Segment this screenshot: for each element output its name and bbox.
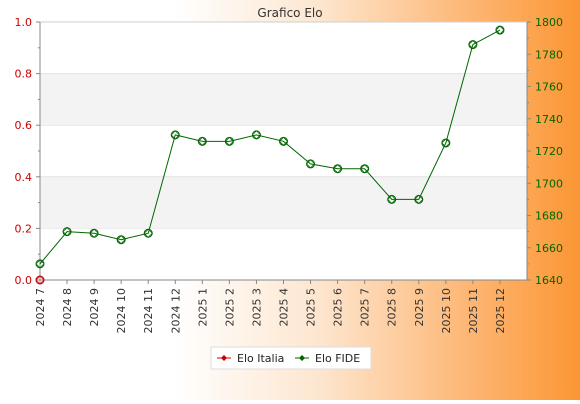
x-tick-label: 2025 6 [332, 288, 345, 327]
x-tick-label: 2024 12 [169, 288, 182, 334]
right-tick-label: 1800 [535, 16, 563, 29]
right-y-axis: 1640 1660 1680 1700 1720 1740 1760 1780 1800 [526, 16, 563, 287]
left-tick-label: 0.6 [15, 119, 33, 132]
data-point-diamond [333, 164, 343, 174]
data-point-diamond [414, 194, 424, 204]
x-tick-label: 2024 10 [115, 288, 128, 334]
data-point-diamond [170, 130, 180, 140]
left-tick-label: 0.0 [15, 274, 33, 287]
right-tick-label: 1780 [535, 48, 563, 61]
plot-background [40, 22, 527, 280]
x-tick-label: 2024 7 [34, 288, 47, 327]
x-tick-label: 2025 8 [386, 288, 399, 327]
right-tick-label: 1700 [535, 177, 563, 190]
series-layer [35, 25, 505, 285]
legend-box [210, 346, 372, 370]
data-point-diamond [387, 194, 397, 204]
series-line-1 [39, 29, 501, 265]
x-tick-label: 2025 7 [359, 288, 372, 327]
left-tick-label: 0.4 [15, 171, 33, 184]
chart-title: Grafico Elo [257, 6, 322, 20]
x-tick-label: 2025 2 [223, 288, 236, 327]
data-point-diamond [143, 228, 153, 238]
data-point-diamond [495, 25, 505, 35]
x-tick-label: 2025 5 [305, 288, 318, 327]
data-point-diamond [197, 136, 207, 146]
data-point-diamond [35, 275, 45, 285]
x-tick-label: 2025 11 [467, 288, 480, 334]
right-tick-label: 1760 [535, 81, 563, 94]
left-tick-label: 0.8 [15, 68, 33, 81]
right-tick-label: 1680 [535, 210, 563, 223]
plot-area [39, 21, 528, 281]
left-tick-label: 1.0 [15, 16, 33, 29]
left-tick-label: 0.2 [15, 222, 33, 235]
legend: Elo Italia Elo FIDE [210, 346, 372, 370]
left-y-axis: 0.0 0.2 0.4 0.6 0.8 1.0 [15, 16, 41, 287]
x-tick-label: 2025 9 [413, 288, 426, 327]
right-tick-label: 1640 [535, 274, 563, 287]
data-point-diamond [35, 259, 45, 269]
x-tick-label: 2024 9 [88, 288, 101, 327]
data-point-diamond [224, 136, 234, 146]
right-tick-label: 1660 [535, 242, 563, 255]
x-tick-label: 2024 11 [142, 288, 155, 334]
data-point-diamond [468, 40, 478, 50]
x-tick-label: 2025 12 [494, 288, 507, 334]
data-point-diamond [89, 228, 99, 238]
x-axis: 2024 7 2024 8 2024 9 2024 10 2024 11 2024 12 2… [34, 279, 527, 334]
x-tick-label: 2025 10 [440, 288, 453, 334]
x-tick-label: 2025 3 [250, 288, 263, 327]
legend-swatch-marker [221, 355, 227, 361]
right-tick-label: 1740 [535, 113, 563, 126]
data-point-diamond [278, 136, 289, 146]
x-tick-label: 2025 1 [196, 288, 209, 327]
data-point-diamond [441, 138, 451, 148]
data-point-diamond [360, 164, 370, 174]
data-point-diamond [116, 235, 126, 245]
legend-label: Elo FIDE [315, 352, 360, 365]
data-point-diamond [305, 159, 316, 169]
data-point-diamond [62, 227, 72, 237]
data-point-diamond [251, 130, 262, 140]
grid-band [40, 73, 527, 126]
x-tick-label: 2024 8 [61, 288, 74, 327]
legend-swatch-marker [299, 355, 305, 361]
legend-label: Elo Italia [237, 352, 284, 365]
right-tick-label: 1720 [535, 145, 563, 158]
x-tick-label: 2025 4 [278, 288, 291, 327]
grid-band [40, 176, 527, 229]
